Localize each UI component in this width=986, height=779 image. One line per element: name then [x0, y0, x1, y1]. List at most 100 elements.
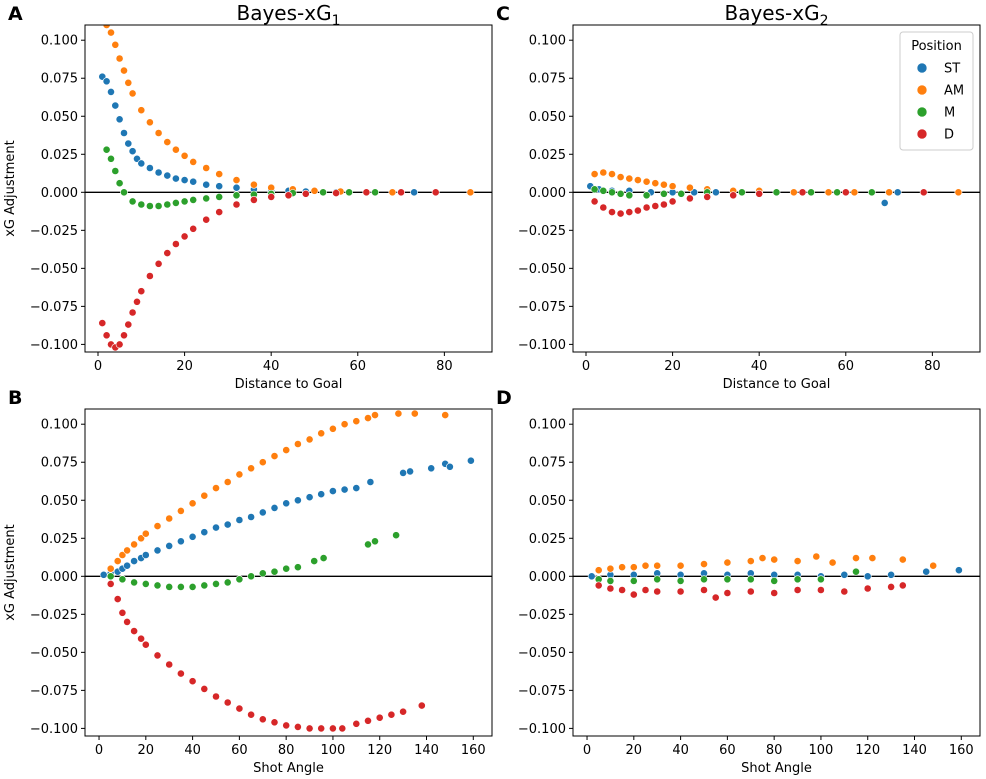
- point-d: [202, 215, 211, 224]
- point-d: [919, 188, 928, 197]
- point-d: [629, 590, 638, 599]
- point-m: [145, 202, 154, 210]
- point-d: [115, 340, 124, 349]
- point-am: [223, 478, 232, 486]
- point-am: [124, 78, 133, 87]
- point-am: [106, 564, 115, 573]
- point-st: [163, 171, 172, 180]
- y-axis-label: xG Adjustment: [3, 140, 18, 237]
- point-am: [594, 566, 603, 575]
- point-d: [352, 719, 361, 728]
- point-d: [267, 192, 276, 201]
- point-st: [115, 115, 124, 124]
- point-m: [723, 575, 732, 584]
- point-m: [319, 188, 327, 197]
- y-tick-label: 0.050: [41, 494, 78, 509]
- point-m: [371, 537, 379, 546]
- y-tick-label: 0.075: [41, 456, 78, 471]
- x-tick-label: 60: [719, 743, 736, 758]
- point-am: [215, 170, 224, 178]
- point-d: [200, 685, 209, 693]
- x-tick-label: 60: [838, 359, 855, 374]
- y-tick-label: 0.100: [529, 34, 566, 49]
- point-m: [371, 188, 379, 197]
- point-st: [223, 520, 232, 529]
- panel-title: Bayes-xG2: [724, 1, 828, 29]
- point-am: [282, 446, 291, 454]
- point-am: [141, 529, 150, 538]
- point-am: [885, 188, 893, 197]
- point-d: [332, 189, 340, 197]
- point-d: [431, 188, 440, 197]
- point-st: [212, 523, 220, 532]
- legend-label: D: [944, 128, 954, 143]
- point-m: [235, 575, 244, 584]
- point-d: [755, 189, 764, 198]
- point-am: [898, 555, 907, 564]
- x-tick-label: 40: [672, 743, 689, 758]
- point-m: [653, 575, 662, 584]
- legend-label: M: [944, 106, 955, 121]
- point-st: [102, 77, 111, 86]
- panel-c: 0 20 40 60 80 0.100 0.075 0.050 0.025 0.000 −0.025…: [496, 1, 981, 392]
- point-d: [798, 188, 807, 197]
- point-am: [770, 555, 779, 564]
- point-st: [128, 147, 137, 156]
- legend-marker: [916, 84, 928, 96]
- point-m: [154, 202, 163, 210]
- point-am: [165, 514, 174, 523]
- legend-label: ST: [944, 62, 960, 77]
- point-am: [212, 484, 220, 492]
- point-m: [625, 191, 634, 200]
- point-m: [793, 575, 802, 584]
- point-m: [171, 198, 180, 207]
- legend-marker: [916, 128, 928, 140]
- point-d: [137, 634, 145, 643]
- point-m: [642, 191, 651, 200]
- point-st: [340, 485, 349, 494]
- point-am: [758, 554, 767, 562]
- point-d: [616, 209, 625, 218]
- point-d: [133, 297, 141, 306]
- point-d: [120, 331, 128, 340]
- point-d: [188, 677, 197, 686]
- point-m: [676, 577, 685, 585]
- x-tick-label: 80: [766, 743, 783, 758]
- point-d: [141, 640, 150, 649]
- point-m: [772, 188, 781, 197]
- point-am: [118, 551, 127, 559]
- point-m: [212, 580, 220, 588]
- point-am: [618, 563, 626, 572]
- point-d: [165, 660, 174, 669]
- point-st: [328, 487, 337, 495]
- point-d: [399, 707, 407, 716]
- y-tick-label: −0.100: [518, 338, 566, 353]
- point-m: [599, 186, 608, 195]
- point-am: [371, 411, 379, 419]
- point-st: [153, 546, 162, 555]
- data-points: [98, 25, 475, 352]
- point-am: [824, 188, 833, 197]
- point-m: [282, 564, 291, 573]
- point-d: [223, 698, 232, 707]
- point-d: [130, 627, 138, 635]
- x-tick-label: 120: [367, 743, 392, 758]
- legend-marker: [916, 106, 928, 118]
- point-m: [833, 188, 841, 197]
- plot-frame: [572, 24, 981, 353]
- y-tick-label: −0.050: [30, 646, 78, 661]
- point-m: [200, 581, 209, 590]
- plot-frame: [572, 408, 981, 737]
- y-tick-label: −0.025: [518, 224, 566, 239]
- point-d: [841, 188, 850, 197]
- point-am: [293, 440, 302, 448]
- point-d: [793, 586, 802, 594]
- y-tick-label: 0.025: [529, 148, 566, 163]
- y-tick-label: 0.025: [41, 148, 78, 163]
- y-tick-label: 0.025: [529, 532, 566, 547]
- point-am: [642, 177, 651, 186]
- point-am: [686, 183, 694, 192]
- point-m: [392, 531, 400, 540]
- point-m: [660, 189, 668, 198]
